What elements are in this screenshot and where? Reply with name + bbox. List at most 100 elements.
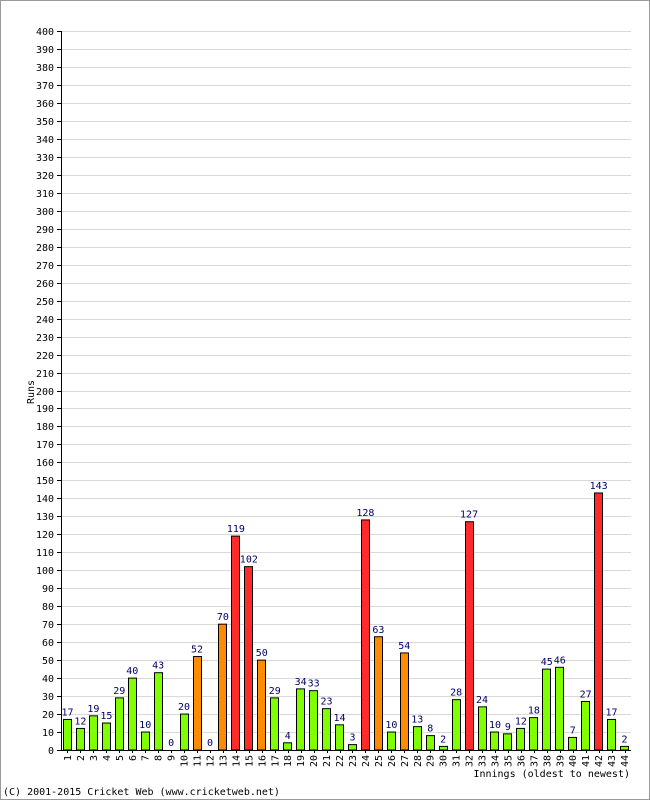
x-tick-label: 17 bbox=[270, 755, 281, 767]
y-tick-label: 30 bbox=[42, 692, 54, 703]
y-tick-label: 380 bbox=[36, 63, 54, 74]
data-label: 33 bbox=[308, 679, 320, 690]
x-tick-label: 14 bbox=[231, 755, 242, 767]
data-label: 0 bbox=[207, 738, 213, 749]
y-tick-label: 10 bbox=[42, 728, 54, 739]
y-axis-ticks: 0 10 20 30 40 50 60 70 80 90 100 110 120 130 140 150 160… bbox=[36, 27, 61, 757]
x-tick-label: 27 bbox=[400, 755, 411, 767]
data-label: 17 bbox=[61, 707, 73, 718]
y-tick-label: 390 bbox=[36, 45, 54, 56]
x-tick-label: 10 bbox=[180, 755, 191, 767]
bar-innings-37 bbox=[529, 717, 538, 751]
data-label: 102 bbox=[240, 555, 258, 566]
data-label: 20 bbox=[178, 702, 190, 713]
data-label: 24 bbox=[476, 695, 488, 706]
x-tick-label: 24 bbox=[361, 755, 372, 767]
bar-innings-13 bbox=[218, 623, 227, 751]
data-label: 127 bbox=[460, 510, 478, 521]
x-tick-label: 16 bbox=[257, 755, 268, 767]
x-tick-label: 11 bbox=[193, 755, 204, 767]
data-label: 2 bbox=[622, 734, 628, 745]
data-label: 27 bbox=[580, 689, 592, 700]
bar-innings-5 bbox=[115, 697, 124, 751]
x-tick-label: 40 bbox=[568, 755, 579, 767]
x-tick-label: 42 bbox=[594, 755, 605, 767]
data-label: 40 bbox=[126, 666, 138, 677]
data-label: 8 bbox=[427, 724, 433, 735]
bar-innings-41 bbox=[581, 700, 590, 751]
x-tick-label: 37 bbox=[529, 755, 540, 767]
x-tick-label: 38 bbox=[542, 755, 553, 767]
bar-innings-14 bbox=[231, 535, 240, 751]
x-tick-label: 2 bbox=[76, 755, 87, 761]
x-tick-label: 29 bbox=[426, 755, 437, 767]
x-tick-label: 34 bbox=[490, 755, 501, 767]
x-tick-label: 8 bbox=[154, 755, 165, 761]
y-tick-label: 20 bbox=[42, 710, 54, 721]
data-label: 2 bbox=[440, 734, 446, 745]
data-label: 7 bbox=[570, 725, 576, 736]
y-tick-label: 310 bbox=[36, 189, 54, 200]
x-tick-label: 1 bbox=[63, 755, 74, 761]
y-tick-label: 190 bbox=[36, 404, 54, 415]
x-tick-label: 41 bbox=[581, 755, 592, 767]
x-tick-label: 44 bbox=[620, 755, 631, 767]
x-tick-label: 36 bbox=[516, 755, 527, 767]
data-label: 29 bbox=[113, 686, 125, 697]
y-tick-label: 120 bbox=[36, 530, 54, 541]
y-tick-label: 400 bbox=[36, 27, 54, 38]
bar-innings-31 bbox=[452, 699, 461, 751]
data-label: 45 bbox=[541, 657, 553, 668]
bar-innings-42 bbox=[594, 492, 603, 751]
data-label: 15 bbox=[100, 711, 112, 722]
data-label: 54 bbox=[398, 641, 410, 652]
data-label: 13 bbox=[411, 715, 423, 726]
x-tick-label: 5 bbox=[115, 755, 126, 761]
data-label: 14 bbox=[333, 713, 345, 724]
bar-innings-2 bbox=[76, 727, 85, 751]
data-label: 10 bbox=[385, 720, 397, 731]
bar-innings-22 bbox=[335, 724, 344, 751]
bar-innings-39 bbox=[555, 666, 564, 751]
y-tick-label: 250 bbox=[36, 297, 54, 308]
y-tick-label: 270 bbox=[36, 261, 54, 272]
y-tick-label: 370 bbox=[36, 81, 54, 92]
bar-innings-34 bbox=[490, 731, 499, 751]
data-label: 19 bbox=[87, 704, 99, 715]
bar-innings-17 bbox=[270, 697, 279, 751]
y-tick-label: 0 bbox=[48, 746, 54, 757]
y-tick-label: 220 bbox=[36, 351, 54, 362]
y-tick-label: 330 bbox=[36, 153, 54, 164]
x-tick-label: 25 bbox=[374, 755, 385, 767]
y-tick-label: 170 bbox=[36, 440, 54, 451]
x-tick-label: 28 bbox=[413, 755, 424, 767]
x-tick-label: 22 bbox=[335, 755, 346, 767]
data-label: 119 bbox=[227, 524, 245, 535]
data-label: 34 bbox=[295, 677, 307, 688]
x-tick-label: 18 bbox=[283, 755, 294, 767]
y-tick-label: 290 bbox=[36, 225, 54, 236]
x-tick-label: 23 bbox=[348, 755, 359, 767]
data-label: 3 bbox=[349, 733, 355, 744]
grid-lines bbox=[61, 31, 631, 733]
bar-innings-4 bbox=[102, 722, 111, 751]
bar-innings-21 bbox=[322, 708, 331, 751]
bar-innings-18 bbox=[283, 742, 292, 751]
bar-innings-19 bbox=[296, 688, 305, 751]
x-tick-label: 30 bbox=[439, 755, 450, 767]
bar-innings-36 bbox=[516, 727, 525, 751]
data-label: 63 bbox=[372, 625, 384, 636]
data-label: 10 bbox=[139, 720, 151, 731]
bar-innings-32 bbox=[465, 521, 474, 751]
data-label: 128 bbox=[356, 508, 374, 519]
x-tick-label: 33 bbox=[478, 755, 489, 767]
x-tick-label: 35 bbox=[503, 755, 514, 767]
x-tick-label: 3 bbox=[89, 755, 100, 761]
bar-innings-40 bbox=[568, 736, 577, 751]
x-tick-label: 31 bbox=[452, 755, 463, 767]
bars bbox=[63, 492, 629, 751]
x-tick-label: 20 bbox=[309, 755, 320, 767]
bar-innings-27 bbox=[400, 652, 409, 751]
data-label: 143 bbox=[590, 481, 608, 492]
